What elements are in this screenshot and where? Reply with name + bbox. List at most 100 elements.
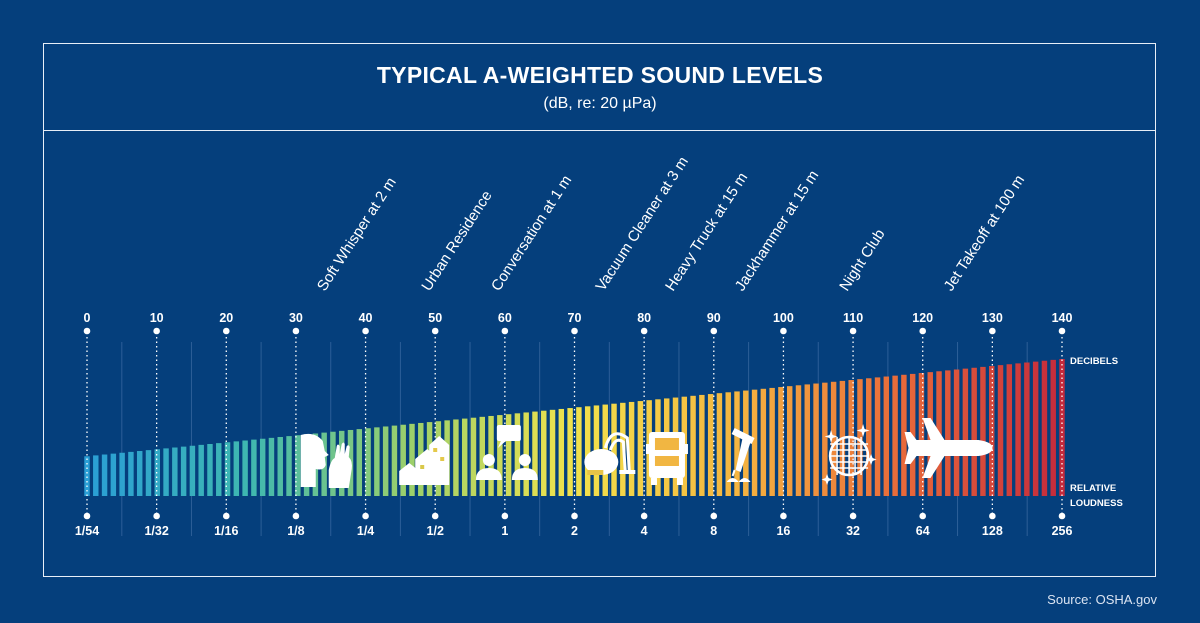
source-note: Source: OSHA.gov [1047, 592, 1157, 607]
db-tick-label: 110 [843, 311, 863, 325]
bottom-tick-dot [571, 512, 578, 520]
loudness-tick-label: 2 [571, 524, 578, 538]
sound-bar [1006, 364, 1013, 496]
sound-bar [830, 381, 837, 496]
bottom-tick-dot [222, 512, 230, 520]
loudness-tick-label: 1/16 [214, 524, 238, 538]
sound-bar [716, 393, 723, 496]
bottom-tick-dot [849, 512, 857, 520]
sound-bar [883, 376, 890, 496]
annotation-label: Jet Takeoff at 100 m [941, 172, 1029, 294]
sound-bar [180, 446, 187, 496]
sound-bar [514, 413, 521, 496]
sound-bar [866, 378, 872, 496]
annotation-label: Night Club [836, 226, 888, 294]
sound-bar [172, 447, 178, 496]
annotation-label: Conversation at 1 m [488, 172, 575, 294]
sound-bar [110, 453, 117, 496]
sound-bar [400, 424, 406, 496]
sound-bar [233, 441, 240, 496]
sound-bar [760, 388, 767, 496]
db-tick-label: 0 [84, 311, 91, 325]
sound-bar [136, 451, 143, 496]
sound-bar [707, 394, 714, 496]
sound-bar [470, 417, 477, 496]
top-tick-dot [710, 327, 718, 335]
sound-bar [769, 387, 775, 496]
sound-bar [813, 383, 819, 496]
sound-bar [901, 374, 907, 496]
loudness-tick-label: 32 [846, 524, 860, 538]
sound-bar [128, 451, 134, 496]
db-tick-label: 140 [1052, 311, 1073, 325]
bottom-tick-dot [1058, 512, 1066, 520]
chart-frame [43, 43, 1156, 577]
top-tick-dot [919, 327, 927, 335]
sound-bar [101, 454, 108, 496]
sound-bar [962, 368, 969, 496]
jackhammer-icon [726, 428, 755, 482]
loudness-tick-label: 1/54 [75, 524, 99, 538]
sound-bar [207, 444, 213, 496]
sound-bar [778, 387, 784, 496]
db-tick-label: 50 [428, 311, 442, 325]
sound-bar [971, 367, 977, 496]
loudness-tick-label: 1/2 [427, 524, 444, 538]
loudness-tick-label: 128 [982, 524, 1003, 538]
loudness-tick-label: 1/4 [357, 524, 374, 538]
sound-bar [163, 448, 169, 496]
sound-bar [479, 416, 485, 496]
sound-bar [532, 411, 538, 496]
truck-icon [645, 432, 688, 485]
top-tick-dot [1058, 327, 1066, 335]
sound-bar [576, 407, 582, 496]
sound-bar [268, 437, 275, 496]
chart-title: TYPICAL A-WEIGHTED SOUND LEVELS [376, 62, 824, 88]
conversation-icon [475, 425, 538, 480]
top-tick-dot [571, 327, 578, 335]
sound-bar [145, 450, 152, 496]
db-tick-label: 10 [150, 311, 164, 325]
db-tick-label: 40 [359, 311, 373, 325]
sound-bar [259, 438, 266, 496]
sound-bar [918, 373, 925, 496]
sound-bar [453, 419, 459, 496]
db-tick-label: 120 [912, 311, 933, 325]
bottom-tick-dot [780, 512, 787, 520]
bottom-tick-dot [292, 512, 300, 520]
db-tick-label: 30 [289, 311, 303, 325]
sound-bar [1024, 362, 1030, 496]
db-tick-label: 80 [637, 311, 651, 325]
db-tick-label: 20 [219, 311, 233, 325]
sound-bar [637, 401, 644, 496]
sound-bar [786, 386, 793, 496]
sound-bar [409, 423, 415, 496]
top-tick-dot [362, 327, 369, 335]
annotation-label: Urban Residence [418, 188, 495, 294]
sound-bar [461, 418, 468, 496]
bottom-tick-dot [153, 512, 160, 520]
bottom-tick-dot [501, 512, 509, 520]
sound-bar [945, 370, 951, 496]
disco-ball-icon [821, 424, 877, 485]
sound-bar [567, 408, 573, 496]
sound-bar [242, 440, 248, 496]
sound-bar [391, 425, 398, 496]
sound-bar [84, 456, 90, 496]
bottom-tick-dot [710, 512, 718, 520]
sound-bar [584, 406, 591, 496]
top-tick-dot [989, 327, 996, 335]
sound-bar [541, 410, 547, 496]
top-tick-dot [222, 327, 230, 335]
db-tick-label: 100 [773, 311, 794, 325]
bottom-tick-dot [640, 512, 648, 520]
relative-label-line2: LOUDNESS [1070, 498, 1123, 509]
bottom-tick-dot [919, 512, 927, 520]
sound-bar [997, 365, 1004, 496]
top-tick-dot [780, 327, 787, 335]
sound-bar [558, 408, 565, 496]
decibels-label: DECIBELS [1070, 356, 1118, 367]
sound-bar [365, 428, 371, 496]
sound-bar [725, 392, 731, 496]
sound-bar [1032, 361, 1039, 496]
